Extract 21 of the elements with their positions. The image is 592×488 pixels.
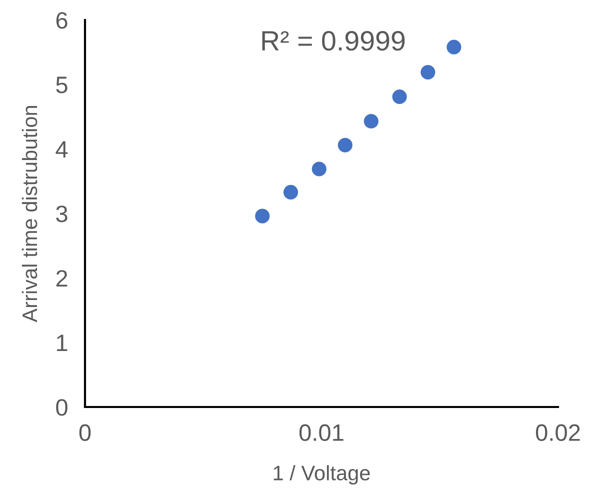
x-tick-label: 0.01	[299, 424, 344, 442]
y-tick-label: 3	[56, 206, 68, 222]
y-tick-label: 1	[57, 334, 68, 352]
x-tick-label: 0	[79, 424, 91, 442]
y-axis-title: Arrival time distrubution	[22, 106, 38, 322]
point	[364, 114, 378, 129]
annotation: R² = 0.9999	[262, 31, 405, 51]
y-tick-label: 2	[56, 270, 68, 287]
y-tick-label: 5	[56, 76, 68, 94]
y-tick-label: 6	[56, 12, 68, 29]
point	[392, 89, 407, 104]
point	[446, 40, 462, 54]
point	[255, 208, 270, 224]
point	[338, 138, 352, 152]
point	[420, 64, 436, 80]
y-tick-label: 4	[56, 141, 68, 158]
x-axis-title: 1 / Voltage	[274, 465, 370, 485]
point	[283, 184, 298, 200]
x-tick-label: 0.02	[536, 424, 580, 442]
y-tick-label: 0	[56, 399, 68, 416]
point	[312, 162, 326, 176]
